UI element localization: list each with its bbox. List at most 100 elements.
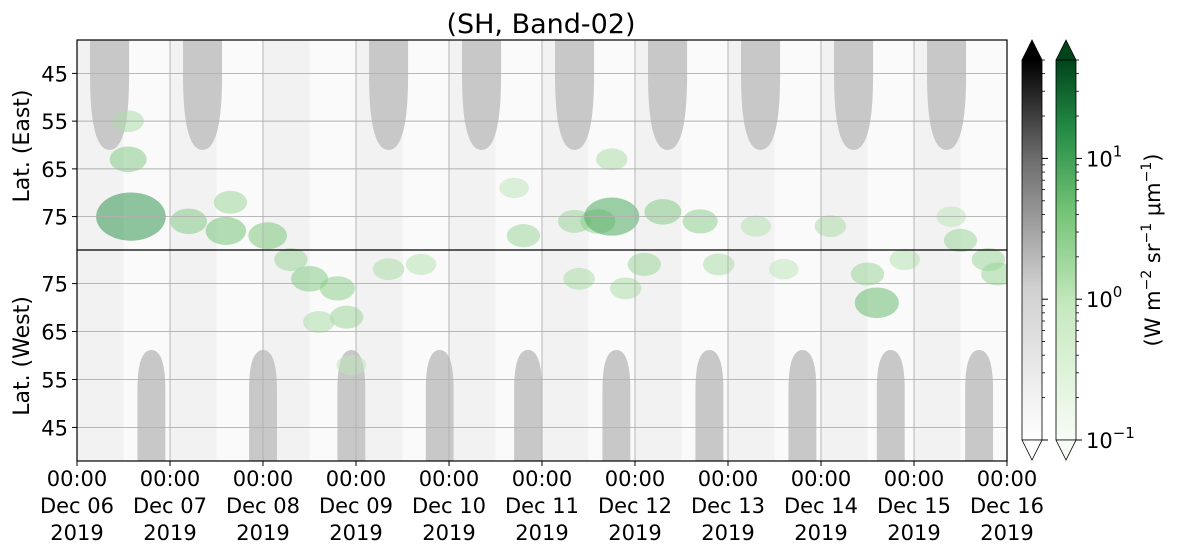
- aurora-blob: [850, 262, 885, 286]
- no-data-region-west: [425, 350, 454, 461]
- colorbar-greys-body: [1021, 59, 1043, 441]
- aurora-blob: [814, 215, 847, 238]
- aurora-blob: [291, 265, 328, 292]
- grid-lines: [77, 40, 1007, 461]
- x-tick-label: 00:00: [47, 467, 108, 491]
- x-tick-label: 00:00: [605, 467, 666, 491]
- x-tick-label: 2019: [50, 521, 103, 545]
- x-tick-label: 2019: [143, 521, 196, 545]
- aurora-blob: [303, 311, 335, 333]
- x-tick-label: 2019: [515, 521, 568, 545]
- aurora-blob: [627, 252, 661, 276]
- no-data-region-east: [927, 40, 967, 150]
- x-tick-label: 00:00: [512, 467, 573, 491]
- colorbar-tick-base: 10: [1086, 147, 1113, 171]
- y-tick-label: 75: [41, 206, 68, 230]
- colorbar-label-part: sr: [1141, 243, 1165, 270]
- x-tick-label: Dec 14: [784, 494, 858, 518]
- colorbar-tick-label: 10−1: [1086, 424, 1135, 453]
- x-tick-label: 2019: [422, 521, 475, 545]
- aurora-blob: [248, 222, 288, 250]
- x-tick-label: 2019: [887, 521, 940, 545]
- x-tick-label: 00:00: [326, 467, 387, 491]
- colorbar-label-exponent: −2: [1139, 270, 1155, 291]
- aurora-blob: [682, 209, 718, 234]
- x-tick-label: 00:00: [140, 467, 201, 491]
- x-tick-label: 00:00: [419, 467, 480, 491]
- aurora-blob: [499, 177, 529, 199]
- chart-title: (SH, Band-02): [446, 9, 635, 40]
- no-data-region-west: [965, 350, 994, 461]
- y-tick-label: 55: [41, 368, 68, 392]
- aurora-blob: [213, 190, 248, 214]
- x-tick-label: Dec 16: [970, 494, 1044, 518]
- no-data-region-west: [788, 350, 817, 461]
- aurora-blob: [170, 208, 208, 235]
- y-tick-label: 45: [41, 62, 68, 86]
- colorbar-label-part: ): [1141, 154, 1165, 162]
- colorbar-greens-extend-top: [1055, 39, 1077, 61]
- colorbar-label-part: μm: [1141, 182, 1165, 223]
- x-tick-label: Dec 06: [40, 494, 114, 518]
- no-data-region-west: [876, 350, 905, 461]
- aurora-blob: [981, 262, 1007, 286]
- no-data-region-west: [337, 350, 366, 461]
- aurora-blob: [336, 354, 367, 376]
- no-data-region-east: [90, 40, 130, 150]
- no-data-regions: [90, 40, 994, 461]
- aurora-blob: [768, 258, 799, 280]
- x-tick-label: Dec 08: [226, 494, 300, 518]
- y-axis-label-west: Lat. (West): [10, 296, 35, 416]
- x-tick-label: Dec 15: [877, 494, 951, 518]
- no-data-region-east: [648, 40, 688, 150]
- y-tick-label: 45: [41, 416, 68, 440]
- colorbar-tick-base: 10: [1086, 429, 1113, 453]
- x-tick-label: 2019: [980, 521, 1033, 545]
- colorbar-tick-exponent: −1: [1113, 424, 1135, 442]
- x-tick-label: 2019: [794, 521, 847, 545]
- aurora-blob: [405, 253, 437, 275]
- colorbar-greys-extend-bottom: [1021, 439, 1043, 461]
- colorbar-label: (W m−2 sr−1 μm−1): [1139, 154, 1165, 347]
- y-ticks-east: 45 55 65 75: [41, 62, 77, 230]
- x-tick-label: 00:00: [791, 467, 852, 491]
- y-ticks-west: 75 65 55 45: [41, 273, 77, 440]
- x-tick-label: Dec 12: [598, 494, 672, 518]
- aurora-blob: [109, 146, 147, 173]
- x-tick-label: 00:00: [698, 467, 759, 491]
- colorbar-tick-exponent: 0: [1113, 283, 1123, 301]
- aurora-blob: [854, 287, 899, 319]
- x-tick-label: Dec 07: [133, 494, 207, 518]
- y-axis-label-east: Lat. (East): [10, 90, 35, 203]
- aurora-blob: [506, 224, 541, 248]
- colorbar-label-exponent: −1: [1139, 162, 1155, 183]
- aurora-blob: [702, 253, 735, 276]
- aurora-blob: [609, 277, 642, 300]
- aurora-blob: [740, 215, 772, 237]
- aurora-blob: [644, 199, 682, 225]
- aurora-blob: [596, 148, 628, 171]
- colorbar-greens-extend-bottom: [1055, 439, 1077, 461]
- colorbar-tick-label: 100: [1086, 283, 1122, 312]
- aurora-blob: [319, 276, 355, 301]
- no-data-region-east: [183, 40, 223, 150]
- x-tick-label: 00:00: [977, 467, 1038, 491]
- x-ticks: 00:00 Dec 06 2019 00:00 Dec 07 2019 00:00 Dec 0…: [40, 461, 1044, 545]
- x-tick-label: 2019: [329, 521, 382, 545]
- aurora-blob: [889, 249, 920, 271]
- x-tick-label: 00:00: [233, 467, 294, 491]
- no-data-region-east: [369, 40, 409, 150]
- y-tick-label: 75: [41, 273, 68, 297]
- aurora-blob: [330, 305, 364, 329]
- colorbar-label-exponent: −1: [1139, 223, 1155, 244]
- y-tick-label: 65: [41, 158, 68, 182]
- aurora-blob: [274, 248, 308, 272]
- x-tick-label: Dec 13: [691, 494, 765, 518]
- colorbar-label-part: (W m: [1141, 290, 1165, 346]
- x-tick-label: 2019: [236, 521, 289, 545]
- aurora-blob: [205, 216, 247, 245]
- x-tick-label: Dec 11: [505, 494, 579, 518]
- colorbar-greys-ticks: [1042, 59, 1048, 441]
